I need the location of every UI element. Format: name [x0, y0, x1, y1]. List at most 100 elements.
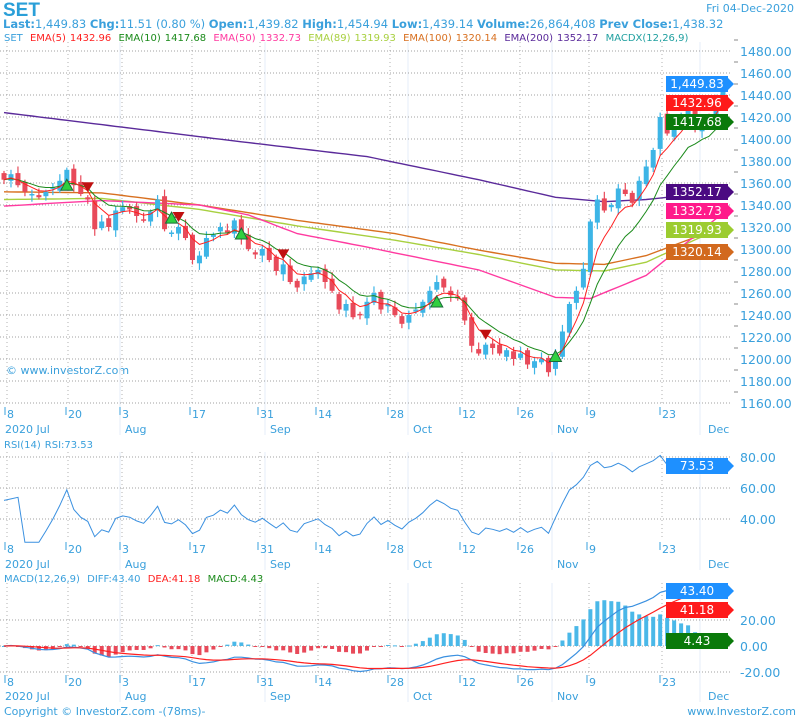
candle-up — [259, 249, 265, 256]
macd-hist-bar-pos — [441, 633, 446, 646]
macd-hist-bar-pos — [630, 611, 635, 646]
candle-down — [511, 351, 517, 359]
rsi-axis-label: 60.00 — [740, 481, 776, 496]
ema50-line — [3, 199, 724, 300]
candle-up — [559, 331, 565, 357]
candle-up — [539, 359, 545, 363]
candle-down — [329, 278, 335, 291]
macd-hist-bar-pos — [413, 643, 418, 646]
legend-ema10: EMA(10) — [118, 33, 161, 44]
macd-hist-bar-neg — [476, 646, 481, 652]
candle-down — [92, 200, 98, 230]
macd-hist-bar-neg — [253, 646, 258, 647]
macd-hist-bar-pos — [239, 642, 244, 646]
candle-down — [350, 302, 356, 318]
macd-hist-bar-neg — [525, 646, 530, 652]
chg-value: 11.51 (0.80 %) — [119, 17, 206, 31]
macd-hist-bar-neg — [553, 646, 558, 647]
macd-hist-bar-neg — [316, 646, 321, 649]
ema10-line — [3, 120, 724, 356]
macd-hist-bar-neg — [29, 646, 34, 650]
macd-value-label: MACD:4.43 — [207, 574, 264, 585]
quote-date: Fri 04-Dec-2020 — [706, 2, 794, 15]
day-label: 17 — [192, 543, 206, 556]
macd-hist-bar-pos — [2, 646, 6, 647]
day-label: 20 — [68, 676, 82, 689]
macd-hist-bar-pos — [434, 634, 439, 646]
candle-up — [385, 304, 391, 307]
macd-hist-bar-neg — [546, 646, 551, 650]
macd-hist-bar-pos — [420, 641, 425, 646]
macd-label: MACD(12,26,9) — [4, 574, 80, 585]
candle-down — [441, 278, 447, 288]
rsi-value-label: RSI:73.53 — [44, 440, 94, 451]
site-link[interactable]: www.InvestorZ.com — [687, 705, 796, 718]
day-label: 12 — [462, 543, 476, 556]
candle-up — [504, 350, 510, 357]
candle-down — [71, 168, 77, 186]
open-value: 1,439.82 — [247, 17, 299, 31]
macd-hist-bar-neg — [141, 646, 146, 650]
macd-dea-line — [3, 591, 724, 670]
candle-down — [78, 181, 84, 194]
candle-up — [615, 188, 621, 209]
month-label: Aug — [125, 423, 146, 436]
buy-signal-icon — [548, 349, 563, 362]
macd-hist-bar-neg — [78, 646, 83, 647]
buy-signal-icon — [234, 226, 249, 240]
macd-hist-bar-neg — [183, 646, 188, 651]
macd-hist-bar-neg — [134, 646, 139, 650]
candle-up — [43, 191, 49, 197]
macd-hist-tag: 4.43 — [666, 633, 734, 649]
macd-hist-bar-neg — [281, 646, 286, 651]
candle-up — [587, 221, 593, 273]
month-label: Sep — [270, 558, 291, 571]
price-axis-label: 1360.00 — [740, 176, 792, 191]
candle-up — [573, 290, 579, 303]
month-label: Oct — [413, 690, 433, 703]
day-label: 23 — [662, 676, 676, 689]
day-label: 12 — [462, 676, 476, 689]
macd-hist-bar-pos — [560, 640, 565, 646]
macd-diff-line — [3, 585, 724, 673]
legend-set: SET — [4, 33, 23, 44]
candle-up — [427, 290, 433, 303]
candle-up — [155, 199, 161, 211]
macd-hist-bar-pos — [595, 601, 600, 646]
buy-signal-icon — [429, 294, 444, 308]
macd-hist-bar-neg — [120, 646, 125, 653]
day-label: 12 — [462, 408, 476, 421]
day-label: 31 — [260, 676, 274, 689]
day-label: 26 — [520, 543, 534, 556]
macd-hist-bar-neg — [330, 646, 335, 649]
candle-up — [50, 187, 56, 189]
macd-hist-bar-pos — [574, 626, 579, 646]
macd-hist-bar-neg — [288, 646, 293, 653]
price-axis-label: 1480.00 — [740, 44, 792, 59]
macd-hist-bar-neg — [302, 646, 307, 653]
price-axis-label: 1280.00 — [740, 264, 792, 279]
copyright: Copyright © InvestorZ.com -(78ms)- — [4, 705, 206, 718]
day-label: 31 — [260, 408, 274, 421]
price-axis-label: 1380.00 — [740, 154, 792, 169]
day-label: 26 — [520, 676, 534, 689]
candle-up — [483, 344, 489, 355]
candle-down — [622, 189, 628, 194]
macd-dea-label: DEA:41.18 — [147, 574, 201, 585]
candle-up — [64, 169, 70, 182]
macd-diff-label: DIFF:43.40 — [87, 574, 141, 585]
candle-down — [392, 307, 398, 315]
day-label: 28 — [390, 676, 404, 689]
candle-up — [196, 255, 202, 264]
macd-hist-bar-neg — [323, 646, 328, 649]
quote-bar: Last:1,449.83 Chg:11.51 (0.80 %) Open:1,… — [3, 17, 723, 31]
macd-hist-bar-neg — [260, 646, 265, 647]
candle-up — [120, 207, 126, 212]
price-axis-label: 1160.00 — [740, 396, 792, 411]
candle-down — [378, 291, 384, 310]
day-label: 9 — [589, 676, 596, 689]
day-label: 14 — [318, 408, 332, 421]
prev-close-label: Prev Close: — [599, 17, 673, 31]
candle-down — [469, 317, 475, 346]
